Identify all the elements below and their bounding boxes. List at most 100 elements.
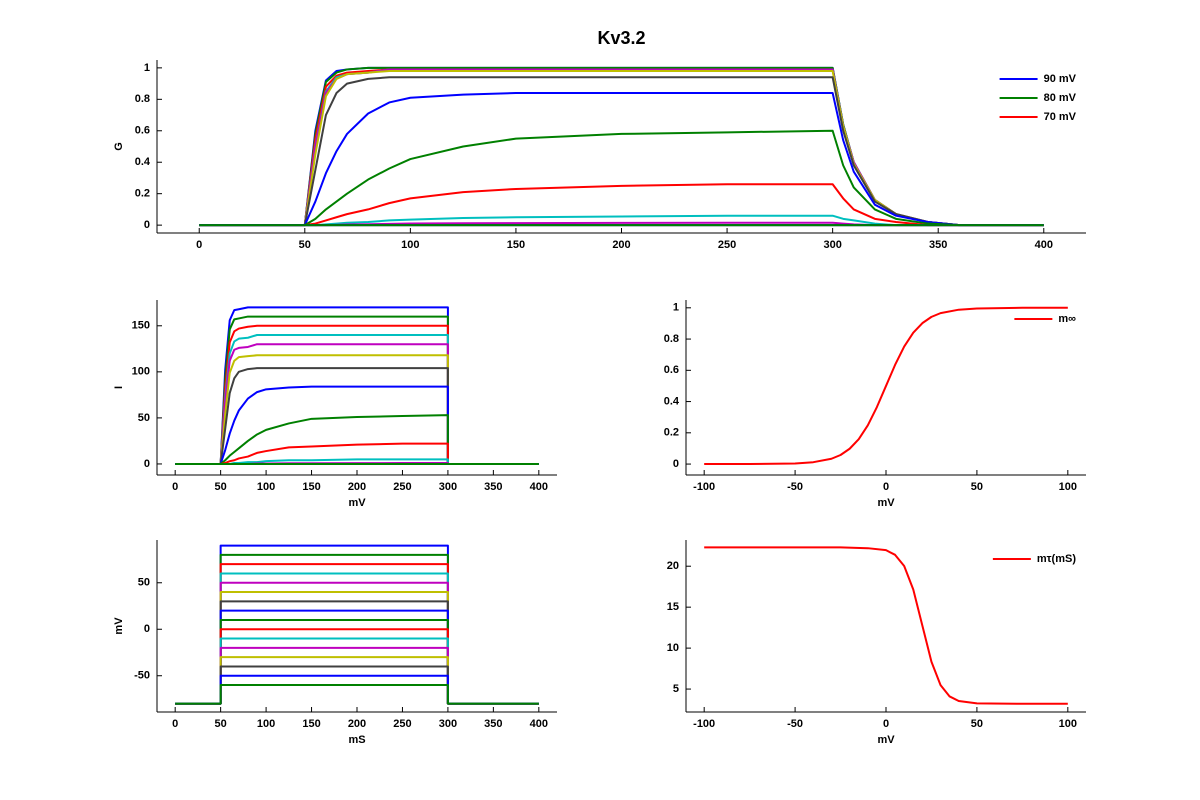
x-tick-label: 150 [507,239,525,251]
x-tick-label: 400 [530,718,548,730]
x-tick-label: 300 [439,718,457,730]
y-tick-label: 5 [673,683,679,695]
x-tick-label: 200 [348,718,366,730]
data-line [175,618,539,705]
x-tick-label: 250 [393,481,411,493]
legend-label: m∞ [1058,313,1076,325]
data-line [175,544,539,705]
data-line [175,674,539,705]
x-axis-label: mS [348,734,365,746]
data-line [199,92,1044,227]
plot-area [704,546,1068,705]
x-tick-label: 150 [302,481,320,493]
y-tick-label: 0.8 [664,333,679,345]
legend-label: 90 mV [1044,73,1077,85]
y-tick-label: 10 [667,642,679,654]
legend-label: 70 mV [1044,111,1077,123]
chart-title: Kv3.2 [597,28,645,48]
x-axis-label: mV [877,497,895,509]
x-tick-label: 0 [196,239,202,251]
x-axis-label: mV [877,734,895,746]
x-tick-label: 50 [971,481,983,493]
y-tick-label: 1 [673,302,679,314]
x-tick-label: 0 [883,718,889,730]
x-tick-label: 200 [612,239,630,251]
y-tick-label: 0 [144,623,150,635]
plot-area [175,544,539,705]
y-tick-label: 15 [667,601,679,613]
y-tick-label: 0.8 [135,93,150,105]
plot-area [704,306,1068,466]
x-tick-label: 50 [215,481,227,493]
plot-area [175,306,539,465]
data-line [175,563,539,705]
legend-label: 80 mV [1044,92,1077,104]
data-line [175,324,539,465]
subplot: 0 50 100 150 200 250 300 350 400 0 0.2 0.4 0.6 0.8 1 Kv… [113,28,1086,251]
x-tick-label: 50 [971,718,983,730]
data-line [175,656,539,705]
x-tick-label: 200 [348,481,366,493]
y-tick-label: 0 [144,458,150,470]
legend-label: mτ(mS) [1037,553,1076,565]
data-line [175,343,539,465]
y-tick-label: 1 [144,62,150,74]
x-tick-label: 350 [929,239,947,251]
x-tick-label: 100 [257,718,275,730]
y-tick-label: -50 [134,670,150,682]
y-axis-label: I [113,386,125,389]
y-tick-label: 50 [138,577,150,589]
y-axis-label: G [113,142,125,151]
subplot: -100 -50 0 50 100 5 10 15 20 mV mτ(mS) [667,540,1086,746]
x-tick-label: 400 [1035,239,1053,251]
y-tick-label: 0 [673,458,679,470]
plot-area [199,66,1044,227]
data-line [175,354,539,465]
subplot: 0 50 100 150 200 250 300 350 400 -50 0 50 mS mV [113,540,557,746]
data-line [175,600,539,705]
x-tick-label: 100 [1059,481,1077,493]
x-tick-label: 350 [484,481,502,493]
x-tick-label: 300 [439,481,457,493]
x-tick-label: 50 [215,718,227,730]
x-tick-label: -100 [693,481,715,493]
y-tick-label: 100 [132,366,150,378]
x-tick-label: 300 [823,239,841,251]
x-tick-label: 400 [530,481,548,493]
data-line [199,183,1044,227]
data-line [175,385,539,465]
x-tick-label: 0 [883,481,889,493]
data-line [175,414,539,465]
x-tick-label: 0 [172,481,178,493]
y-tick-label: 0.2 [135,188,150,200]
x-tick-label: 100 [401,239,419,251]
x-axis-label: mV [348,497,366,509]
x-tick-label: 150 [302,718,320,730]
data-line [175,442,539,465]
y-tick-label: 0.6 [664,364,679,376]
y-tick-label: 50 [138,412,150,424]
x-tick-label: 50 [299,239,311,251]
x-tick-label: 100 [1059,718,1077,730]
x-tick-label: -50 [787,718,803,730]
y-tick-label: 0.2 [664,427,679,439]
subplot: 0 50 100 150 200 250 300 350 400 0 50 100 150 mV I [113,300,557,509]
data-line [175,684,539,705]
data-line [175,367,539,465]
y-tick-label: 0 [144,219,150,231]
y-tick-label: 0.6 [135,125,150,137]
data-line [199,129,1044,227]
y-tick-label: 150 [132,320,150,332]
y-tick-label: 20 [667,560,679,572]
x-tick-label: -50 [787,481,803,493]
x-tick-label: 100 [257,481,275,493]
data-line [704,306,1068,466]
y-tick-label: 0.4 [135,156,151,168]
x-tick-label: 250 [393,718,411,730]
data-line [704,546,1068,705]
x-tick-label: 250 [718,239,736,251]
subplot: -100 -50 0 50 100 0 0.2 0.4 0.6 0.8 1 mV m∞ [664,300,1086,509]
x-tick-label: -100 [693,718,715,730]
